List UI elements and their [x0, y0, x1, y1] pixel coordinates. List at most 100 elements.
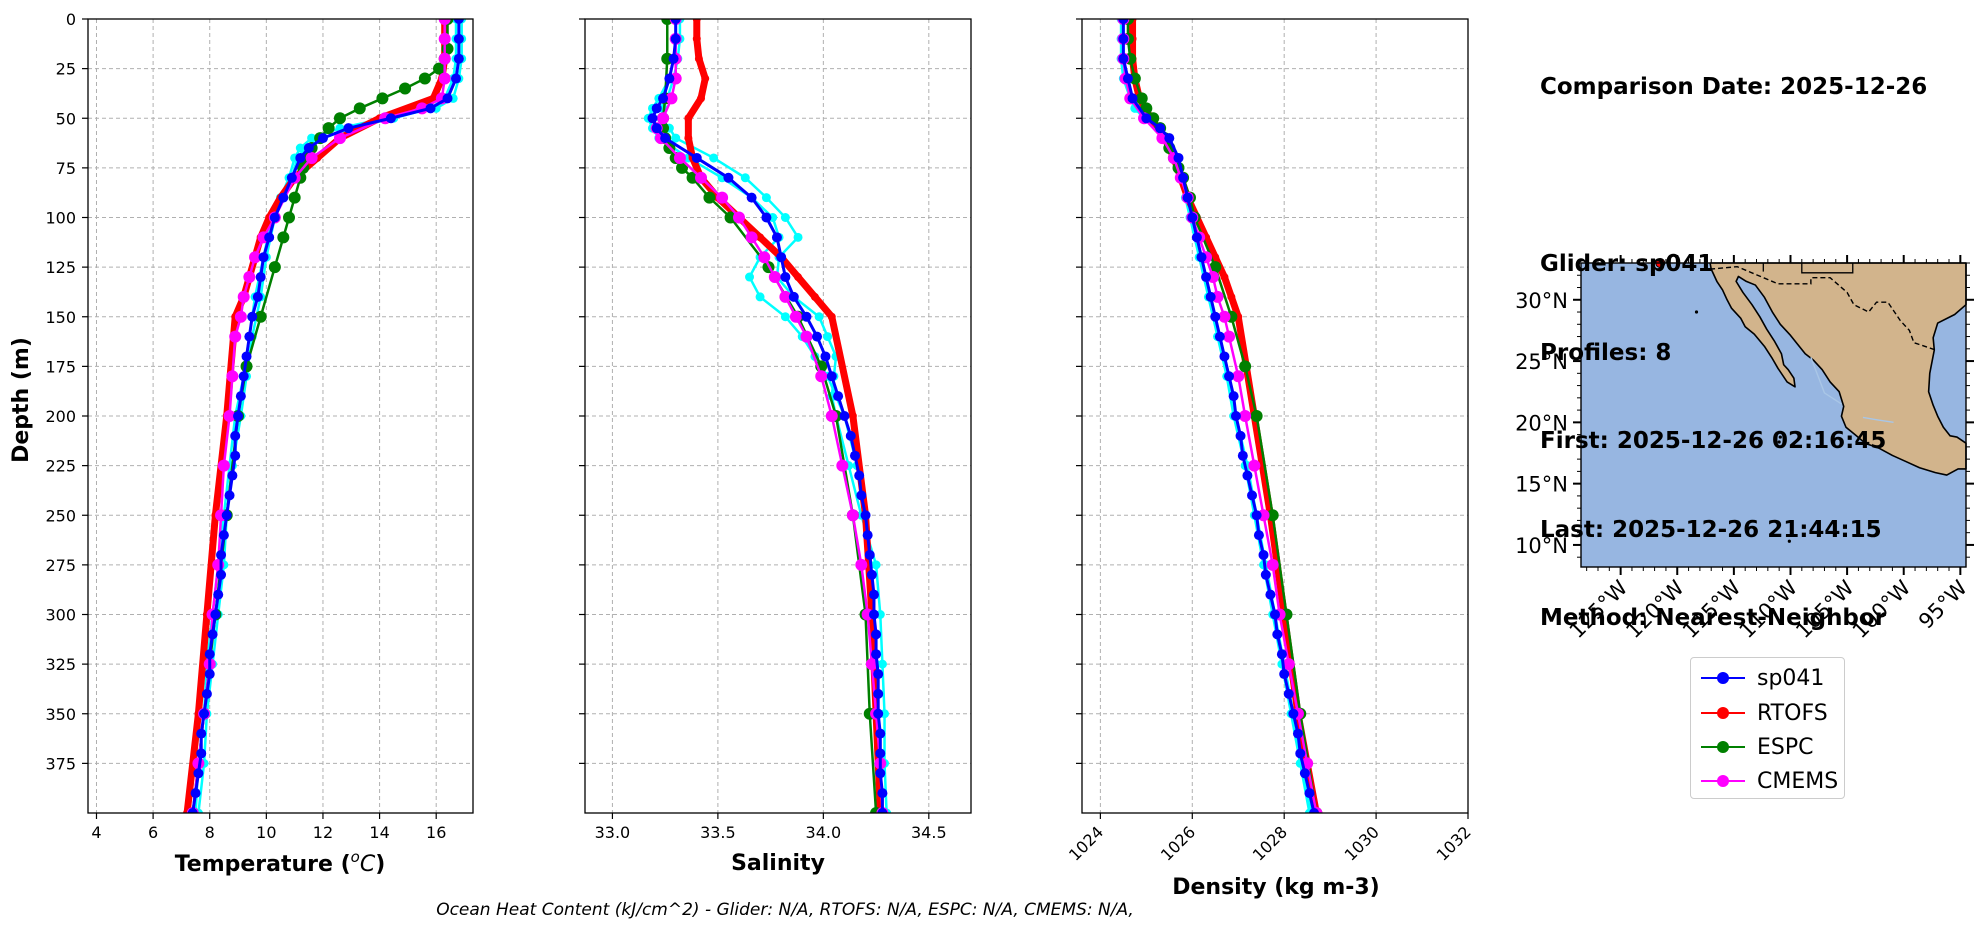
- glider-mean-point: [873, 688, 884, 699]
- legend-swatch: [1701, 672, 1745, 684]
- glider-mean-point: [664, 73, 675, 84]
- glider-mean-point: [204, 669, 215, 680]
- espc-point: [703, 191, 716, 204]
- glider-mean-point: [1191, 232, 1202, 243]
- glider-mean-point: [1178, 172, 1189, 183]
- glider-profile-point: [740, 173, 750, 183]
- y-tick-label: 225: [45, 457, 76, 476]
- glider-mean-point: [1228, 391, 1239, 402]
- cmems-point: [223, 410, 236, 422]
- glider-mean-point: [264, 232, 275, 243]
- glider-mean-point: [221, 510, 232, 521]
- glider-mean-point: [1187, 212, 1198, 223]
- x-tick-label: 14: [369, 823, 389, 842]
- rtofs-point: [692, 34, 701, 43]
- legend-label: sp041: [1757, 665, 1825, 691]
- glider-mean-point: [1118, 33, 1129, 44]
- glider-profile-point: [295, 143, 305, 153]
- glider-mean-point: [877, 808, 888, 813]
- cmems-point: [1266, 558, 1279, 571]
- glider-mean-point: [780, 272, 791, 283]
- espc-point: [322, 122, 335, 135]
- glider-mean-point: [196, 728, 207, 739]
- espc-point: [333, 112, 346, 125]
- rtofs-point: [810, 292, 819, 301]
- cmems-point: [1248, 459, 1261, 472]
- espc-point: [433, 62, 446, 75]
- x-tick-label: 10: [256, 823, 276, 842]
- cmems-point: [1239, 410, 1252, 422]
- glider-mean-point: [1164, 133, 1175, 144]
- axes-frame: [584, 18, 972, 814]
- legend-item-espc: ESPC: [1701, 732, 1814, 762]
- glider-profile-point: [823, 332, 833, 342]
- y-tick-label: 375: [45, 754, 76, 773]
- axes-frame: [87, 18, 474, 814]
- glider-profile-point: [780, 213, 790, 222]
- glider-mean-point: [1251, 510, 1262, 521]
- glider-mean-point: [1272, 629, 1283, 640]
- glider-mean-point: [1288, 708, 1299, 719]
- glider-mean-point: [877, 788, 888, 799]
- y-tick-label: 175: [45, 357, 76, 376]
- lat-tick-label: 10°N: [1515, 534, 1568, 558]
- cmems-point: [855, 558, 868, 571]
- rtofs-point: [701, 74, 710, 83]
- glider-mean-point: [343, 123, 354, 134]
- glider-mean-point: [1230, 411, 1241, 421]
- glider-mean-point: [826, 371, 837, 382]
- density-panel: 1024 1026 1028 1030 1032: [1065, 18, 1475, 865]
- temperature-panel: 0 25 50 75 100 125 150 175 200 225 250 275 300 325 350…: [45, 10, 474, 842]
- rtofs-point: [694, 54, 703, 63]
- glider-mean-point: [317, 133, 328, 144]
- x-tick-label: 8: [205, 823, 215, 842]
- glider-mean-point: [1155, 123, 1166, 134]
- land-mass: [1709, 262, 1967, 476]
- y-tick-label: 250: [45, 506, 76, 525]
- y-tick-label: 100: [45, 209, 76, 228]
- glider-mean-point: [856, 490, 867, 501]
- glider-mean-point: [812, 331, 823, 342]
- cmems-point: [665, 92, 678, 105]
- glider-mean-point: [207, 629, 218, 640]
- rtofs-point: [848, 412, 857, 420]
- glider-mean-point: [875, 728, 886, 739]
- glider-mean-point: [216, 569, 227, 580]
- glider-mean-point: [230, 450, 241, 461]
- rtofs-point: [684, 114, 693, 123]
- x-tick-label: 1024: [1065, 822, 1107, 864]
- glider-mean-point: [442, 93, 453, 104]
- state-line: [1801, 263, 1854, 274]
- glider-mean-point: [1196, 252, 1207, 263]
- last-time: Last: 2025-12-26 21:44:15: [1540, 516, 1882, 543]
- glider-mean-point: [860, 510, 871, 521]
- temperature-axis-label: Temperature (oC): [175, 848, 386, 877]
- glider-mean-point: [235, 391, 246, 402]
- glider-mean-point: [258, 252, 269, 263]
- glider-profile-point: [709, 153, 719, 163]
- glider-mean-point: [453, 53, 464, 64]
- cmems-point: [716, 191, 729, 204]
- glider-mean-point: [873, 708, 884, 719]
- glider-mean-point: [1235, 430, 1246, 441]
- cmems-point: [229, 330, 242, 343]
- glider-mean-point: [845, 430, 856, 441]
- glider-mean-point: [218, 530, 229, 541]
- glider-mean-point: [255, 272, 266, 283]
- y-tick-label: 50: [56, 109, 76, 128]
- glider-mean-point: [204, 649, 215, 660]
- cmems-point: [243, 271, 256, 284]
- cmems-point: [217, 459, 230, 472]
- cmems-point: [768, 271, 781, 284]
- island: [1694, 310, 1699, 314]
- glider-mean-point: [1214, 331, 1225, 342]
- ocean-heat-content-note: Ocean Heat Content (kJ/cm^2) - Glider: N…: [436, 900, 1134, 920]
- glider-mean-point: [453, 33, 464, 44]
- glider-profile-point: [745, 272, 755, 282]
- glider-mean-point: [1237, 450, 1248, 461]
- x-tick-label: 4: [91, 823, 101, 842]
- glider-mean-point: [1219, 351, 1230, 362]
- glider-mean-point: [238, 371, 249, 382]
- glider-profile-point: [755, 292, 765, 302]
